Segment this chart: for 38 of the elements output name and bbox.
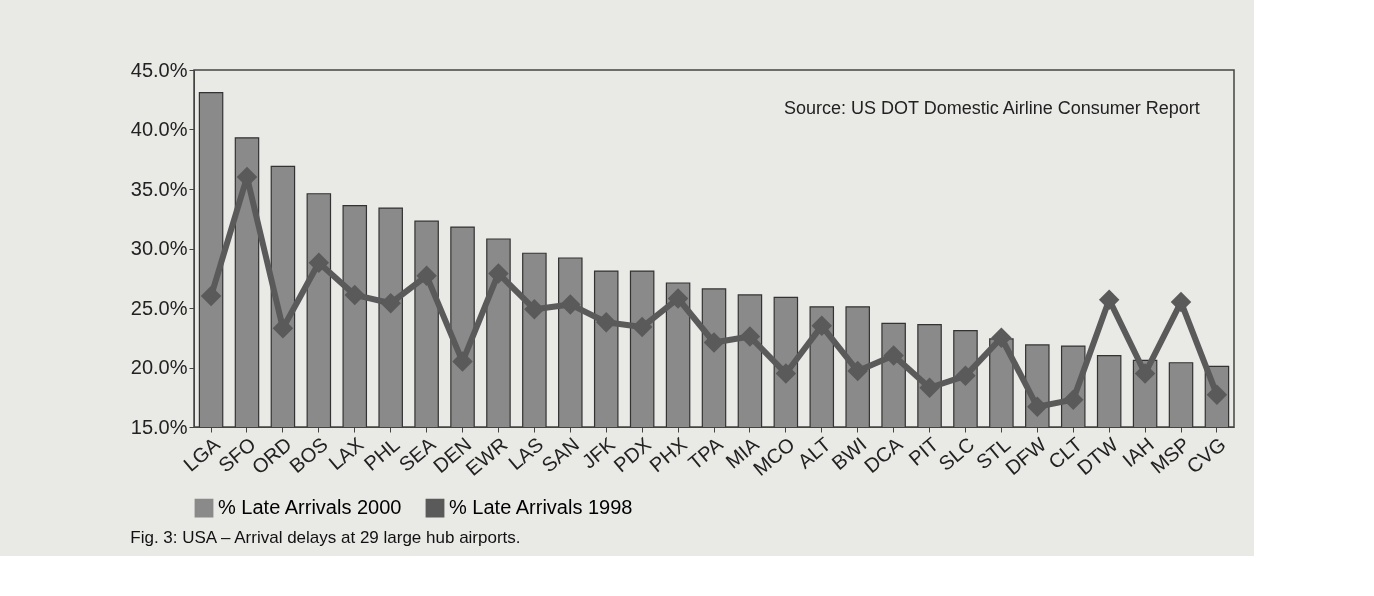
point: [1170, 291, 1192, 313]
point: [919, 377, 940, 398]
point: [703, 332, 725, 353]
text: Fig. 3: USA – Arrival delays at 29 large hub airports.: [130, 528, 521, 547]
y-tick-label: 35.0%: [130, 177, 188, 200]
legend-label: % Late Arrivals 1998: [449, 496, 633, 519]
point: [452, 351, 473, 372]
point: [1134, 363, 1156, 384]
point: [524, 298, 545, 320]
y-tick-label: 45.0%: [130, 58, 188, 81]
annotation: Source: US DOT Domestic Airline Consumer Report: [784, 98, 1200, 118]
y-tick-label: 30.0%: [130, 237, 188, 259]
point: [1098, 289, 1120, 310]
point: [847, 360, 868, 382]
point: [631, 316, 653, 338]
point: [811, 315, 833, 337]
y-tick-label: 40.0%: [130, 118, 188, 140]
y-tick-label: 25.0%: [130, 296, 188, 319]
point: [595, 312, 617, 333]
point: [883, 345, 904, 366]
point: [1027, 396, 1048, 418]
point: [560, 294, 581, 315]
y-tick-label: 15.0%: [130, 415, 188, 438]
point: [344, 284, 366, 306]
point: [955, 365, 976, 387]
point: [272, 317, 294, 339]
point: [308, 252, 330, 274]
point: [416, 265, 437, 287]
point: [488, 263, 509, 284]
point: [380, 292, 401, 314]
legend-label: % Late Arrivals 2000: [218, 496, 402, 519]
point: [667, 288, 689, 309]
point: [739, 326, 761, 347]
point: [775, 363, 797, 384]
point: [991, 327, 1012, 348]
y-tick-label: 20.0%: [130, 356, 188, 378]
point: [200, 285, 222, 307]
point: [1062, 389, 1084, 410]
